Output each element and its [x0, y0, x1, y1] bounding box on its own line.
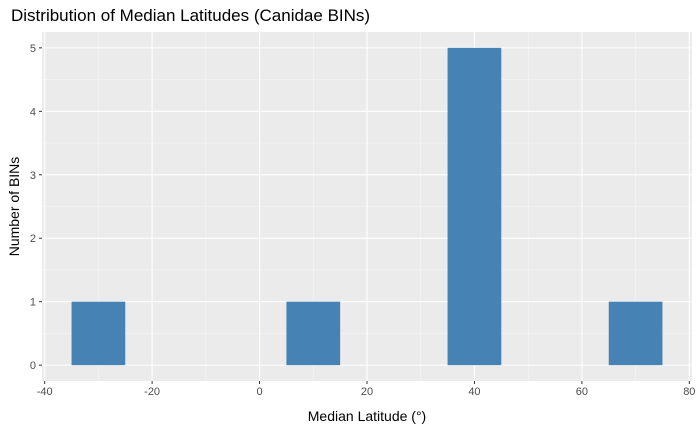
y-tick-label: 2 — [30, 233, 36, 245]
major-gridlines — [42, 32, 692, 381]
histogram-bar — [447, 47, 502, 366]
chart-title: Distribution of Median Latitudes (Canida… — [11, 6, 371, 25]
x-tick-label: -40 — [37, 386, 53, 398]
histogram-bar — [608, 301, 663, 366]
y-tick-label: 0 — [30, 360, 36, 372]
x-tick-label: 60 — [576, 386, 588, 398]
y-tick-label: 3 — [30, 170, 36, 182]
bars — [71, 47, 663, 366]
histogram-bar — [71, 301, 126, 366]
y-tick-label: 1 — [30, 297, 36, 309]
x-tick-label: 20 — [361, 386, 373, 398]
x-tick-label: 40 — [468, 386, 480, 398]
y-tick-label: 4 — [30, 106, 36, 118]
x-tick-label: 0 — [256, 386, 262, 398]
x-axis-title: Median Latitude (°) — [308, 408, 426, 424]
y-axis-title: Number of BINs — [6, 157, 22, 257]
y-tick-label: 5 — [30, 43, 36, 55]
histogram-bar — [286, 301, 341, 366]
x-axis: -40 -20 0 20 40 60 80 — [37, 381, 695, 398]
x-tick-label: 80 — [683, 386, 695, 398]
x-tick-label: -20 — [144, 386, 160, 398]
y-axis: 0 1 2 3 4 5 — [30, 43, 42, 372]
